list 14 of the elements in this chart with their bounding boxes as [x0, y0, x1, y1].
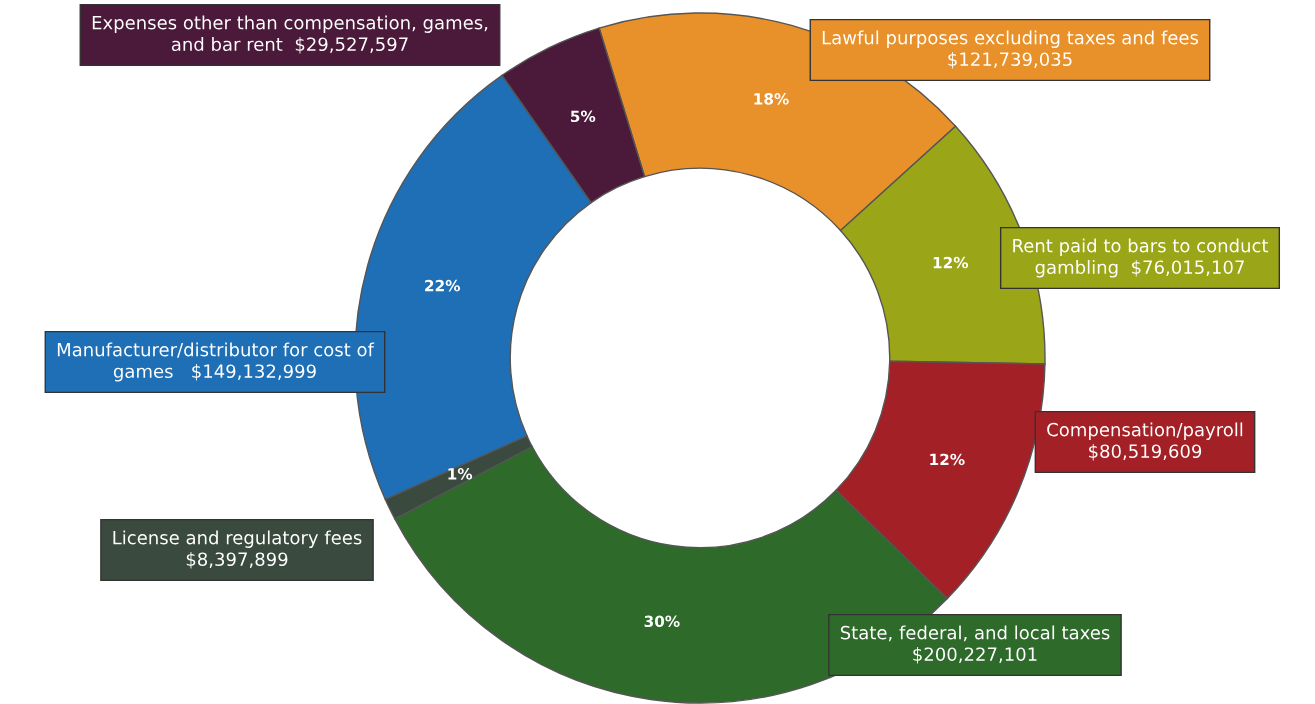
data-label: 18%: [754, 93, 789, 105]
slice-label: Lawful purposes excluding taxes and fees $121,739,035: [822, 30, 1199, 69]
data-label: 1%: [448, 468, 473, 480]
data-label: 22%: [425, 279, 461, 292]
slice-label: Expenses other than compensation, games, and bar rent $29,527,597: [92, 15, 488, 54]
data-label: 30%: [644, 615, 680, 628]
slice-label: Manufacturer/distributor for cost of games $149,132,999: [57, 342, 375, 382]
data-label: 5%: [571, 110, 596, 123]
data-label: 12%: [933, 256, 969, 269]
slice-label: State, federal, and local taxes $200,227,101: [840, 625, 1110, 664]
slice-label: Compensation/payroll $80,519,609: [1047, 422, 1243, 461]
data-label: 12%: [930, 453, 965, 466]
slice-label: Rent paid to bars to conduct gambling $76,015,107: [1013, 238, 1269, 278]
slice-label: License and regulatory fees $8,397,899: [113, 530, 362, 569]
